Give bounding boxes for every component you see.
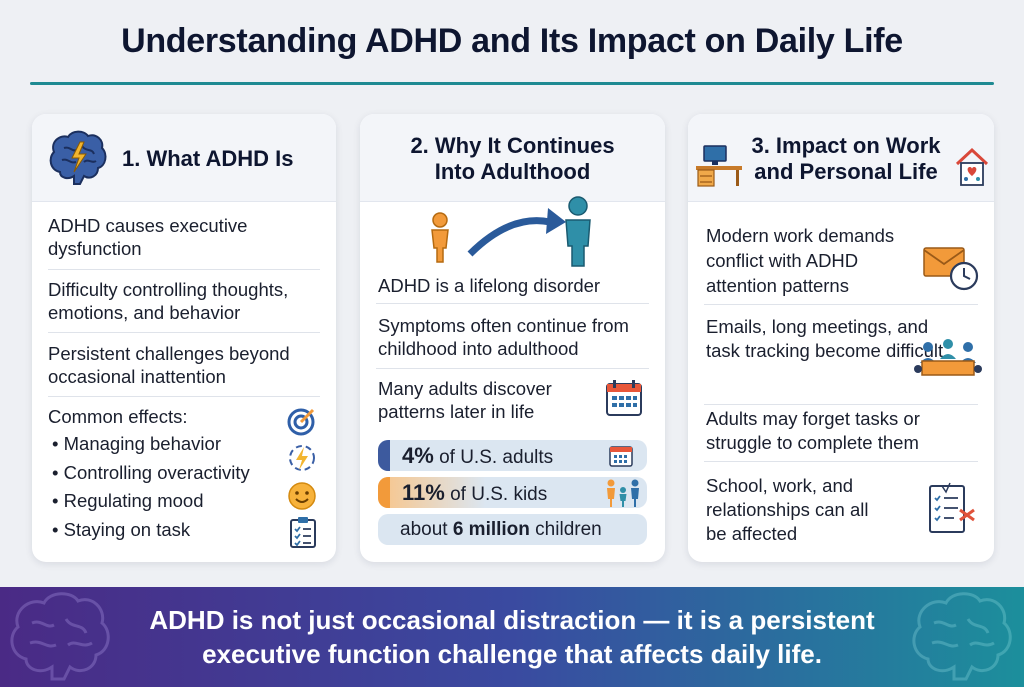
card-row: Modern work demands conflict with ADHD a… [706,225,895,296]
calendar-icon [609,446,633,467]
desk-icon [696,145,742,187]
stat-value: 6 million [452,519,530,540]
energy-icon [289,445,315,471]
card-row: School, work, and relationships can all … [706,475,869,544]
brain-outline-icon [912,592,1012,681]
stat-accent [378,440,390,471]
divider [376,368,649,369]
checklist-icon [290,517,316,548]
title-rule [30,82,994,85]
card-row: Difficulty controlling thoughts, emotion… [48,279,289,323]
list-item: Staying on task [52,516,250,545]
list-item: Managing behavior [52,430,250,459]
stat-kids: 11% of U.S. kids [378,477,647,508]
card-row: Adults may forget tasks or struggle to c… [706,408,920,453]
card-header: 2. Why It Continues Into Adulthood [360,114,665,202]
divider [704,304,978,305]
stat-adults: 4% of U.S. adults [378,440,647,471]
divider [704,461,978,462]
calendar-icon [606,380,642,416]
list-item: Controlling overactivity [52,459,250,488]
divider [48,269,320,270]
card-header: 3. Impact on Work and Personal Life [688,114,994,202]
smile-icon [288,482,316,510]
brain-outline-icon [10,592,110,681]
stat-accent [378,477,390,508]
stat-value: 4% [402,443,434,468]
summary-banner: ADHD is not just occasional distraction … [0,587,1024,687]
home-heart-icon [955,147,989,186]
card-continues-into-adulthood: 2. Why It Continues Into Adulthood ADHD … [360,114,665,562]
card-impact-work-life: 3. Impact on Work and Personal Life Mode… [688,114,994,562]
list-item: Regulating mood [52,487,250,516]
divider [48,396,320,397]
divider [704,404,978,405]
card-title-line: 2. Why It Continues [410,133,615,158]
card-row: ADHD causes executive dysfunction [48,215,248,259]
effects-label: Common effects: [48,406,188,427]
task-list-icon [929,482,975,533]
card-row: Symptoms often continue from childhood i… [378,315,629,359]
target-icon [287,408,315,436]
effects-list: Managing behavior Controlling overactivi… [52,430,250,544]
stat-prefix: about [400,519,453,540]
divider [48,332,320,333]
meeting-icon [914,339,982,376]
card-row: ADHD is a lifelong disorder [378,275,601,296]
card-title-line: 3. Impact on Work [751,133,941,158]
banner-line: ADHD is not just occasional distraction … [149,605,875,635]
card-title: 2. Why It Continues Into Adulthood [360,133,665,185]
stat-label: of U.S. kids [444,484,548,505]
stat-children: about 6 million children [378,514,647,545]
card-title-line: and Personal Life [754,159,938,184]
card-row: Many adults discover patterns later in l… [378,378,552,422]
banner-text: ADHD is not just occasional distraction … [0,603,1024,671]
brain-icon [49,130,107,185]
card-row: Persistent challenges beyond occasional … [48,343,290,387]
card-title: 1. What ADHD Is [122,146,294,171]
mail-clock-icon [923,247,979,291]
page-title: Understanding ADHD and Its Impact on Dai… [121,22,903,60]
banner-line: executive function challenge that affect… [202,639,822,669]
growth-arrow-icon [431,196,591,267]
stat-label: of U.S. adults [433,447,554,468]
stat-value: 11% [402,480,445,505]
divider [376,303,649,304]
card-row: Emails, long meetings, and task tracking… [706,316,944,361]
card-title-line: Into Adulthood [434,159,591,184]
card-title: 3. Impact on Work and Personal Life [736,133,956,185]
stat-label: children [529,519,602,540]
family-icon [607,479,639,507]
card-what-adhd-is: 1. What ADHD Is ADHD causes executive dy… [32,114,336,562]
card-header: 1. What ADHD Is [32,114,336,202]
